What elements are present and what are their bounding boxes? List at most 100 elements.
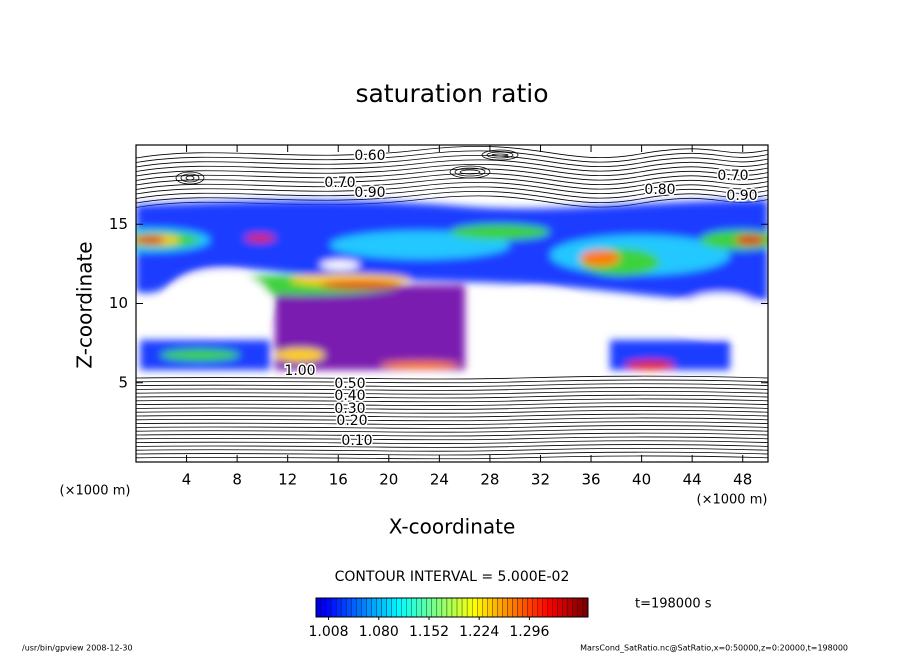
chart-title: saturation ratio [355,79,548,108]
contour-interval: CONTOUR INTERVAL = 5.000E-02 [335,569,570,585]
contour-line [136,150,768,163]
contour-line [449,165,491,179]
contour-line [136,421,768,425]
colorbar-cell [325,597,332,618]
colorbar-cell [330,597,337,618]
colorbar-cell [386,597,392,618]
colorbar-cell [502,597,508,618]
colorbar-cell [446,597,453,618]
colorbar-cell [421,597,427,618]
colorbar-cell [315,597,322,618]
clear-patch [170,272,270,328]
contour-label: 0.20 [336,413,367,429]
contour-line [136,413,768,418]
colorbar-cell [391,597,397,618]
contour-line [136,394,768,399]
contour-line [486,151,514,159]
x-unit: (×1000 m) [697,493,768,508]
colorbar-cell [512,597,518,618]
colorbar-cell [482,597,488,618]
contour-label: 0.70 [324,175,355,191]
contour-line [136,145,768,159]
x-tick-label: 28 [480,471,499,489]
shade [700,230,768,250]
x-tick-label: 4 [182,471,192,489]
colorbar-cell [542,597,548,618]
contour-line [136,181,768,195]
colorbar-cell [532,597,538,618]
y-tick-label: 15 [109,215,128,233]
colorbar-cell [582,597,589,618]
colorbar-cell [416,597,422,618]
contour-label: 0.90 [354,185,385,201]
colorbar-cell [517,597,523,618]
colorbar-cell [411,597,417,618]
contour-label: 0.10 [341,433,372,449]
x-axis-label: X-coordinate [389,515,516,539]
colorbar-cell [356,597,362,618]
contour-line [459,169,481,175]
shade [245,234,275,242]
contour-line [136,177,768,190]
colorbar-cell [567,597,574,618]
contour-line [136,451,768,456]
contour-line [136,390,768,395]
x-tick-label: 16 [329,471,348,489]
contour-line [136,186,768,199]
colorbar-cell [507,597,513,618]
x-tick-label: 32 [531,471,550,489]
contour-line [136,168,768,181]
contour-line [136,406,768,410]
colorbar-cell [557,597,563,618]
contour-line [136,444,768,448]
colorbar-cell [461,597,468,618]
contour-line [136,432,768,437]
contour-line [136,398,768,403]
colorbar-cell [552,597,558,618]
colorbar-cell [456,597,463,618]
contour-line [136,455,768,460]
contour-line [136,425,768,429]
field [136,145,768,460]
contour-line [136,190,768,204]
shade [330,231,510,259]
contour-line [136,159,768,172]
colorbar-tick-label: 1.296 [509,624,549,640]
colorbar-cell [335,597,342,618]
x-tick-label: 36 [581,471,600,489]
contour-label: 0.60 [354,148,385,164]
contour-line [136,417,768,422]
contour-line [180,173,200,183]
contour-line [136,436,768,441]
contour-line [136,154,768,168]
contour-label: 0.90 [726,188,757,204]
shade [625,360,675,370]
colorbar-cell [351,597,357,618]
contour-label: 0.30 [334,401,365,417]
colorbar-cell [366,597,372,618]
time-label: t=198000 s [635,597,712,612]
contour-line [136,447,768,452]
contour-line [175,171,205,185]
shade [136,236,165,244]
colorbar-cell [487,597,493,618]
colorbar-cell [562,597,569,618]
shade [160,349,240,361]
x-unit: (×1000 m) [60,484,131,499]
colorbar-cell [371,597,377,618]
clear-patch [675,293,765,337]
colorbar-cell [466,597,473,618]
colorbar-cell [341,597,347,618]
contour-line [136,172,768,186]
colorbar-cell [346,597,352,618]
colorbar-cell [441,597,448,618]
footer-right: MarsCond_SatRatio.nc@SatRatio,x=0:50000,… [580,644,848,653]
x-tick-label: 20 [379,471,398,489]
contour-line [136,375,768,380]
colorbar-cell [406,597,412,618]
colorbar-cell [401,597,407,618]
colorbar-tick-label: 1.080 [359,624,399,640]
colorbar-cell [577,597,584,618]
contour-label: 1.00 [284,363,315,379]
